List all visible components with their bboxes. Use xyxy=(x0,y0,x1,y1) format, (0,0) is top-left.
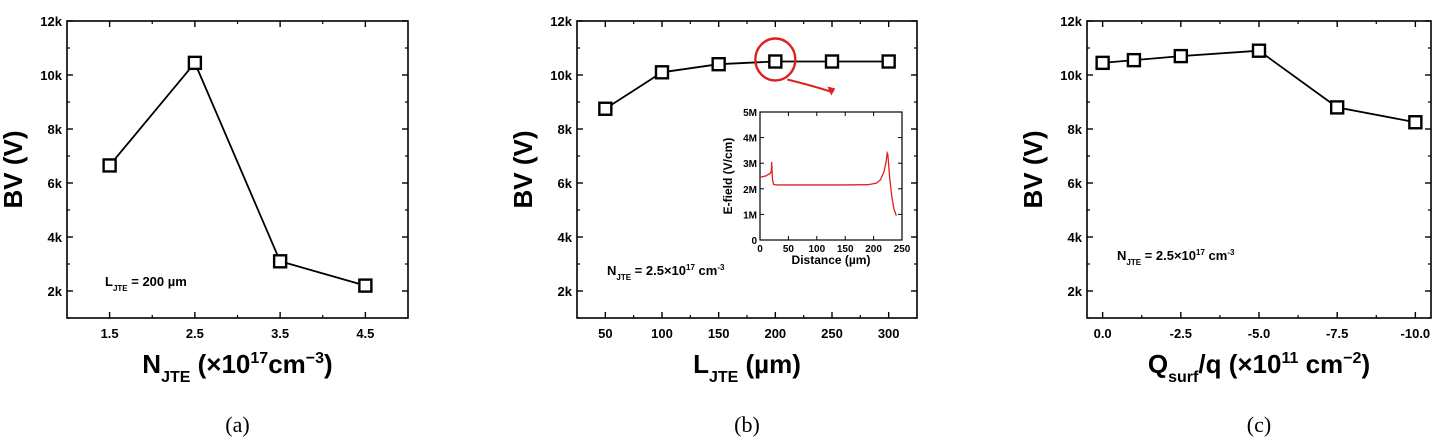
y-axis-label: BV (V) xyxy=(1018,131,1048,209)
x-tick-label: 3.5 xyxy=(271,326,289,341)
x-tick-label: 150 xyxy=(708,326,730,341)
x-tick-label: 50 xyxy=(598,326,612,341)
panel-caption: (a) xyxy=(225,412,249,437)
y-tick-label: 10k xyxy=(550,68,572,83)
y-tick-label: 12k xyxy=(1060,14,1082,29)
x-tick-label: 200 xyxy=(764,326,786,341)
inset-y-tick-label: 0 xyxy=(751,236,757,247)
data-point xyxy=(187,55,203,71)
data-point xyxy=(1095,55,1110,71)
data-point xyxy=(1251,43,1267,58)
data-point xyxy=(358,278,373,293)
y-tick-label: 2k xyxy=(558,284,573,299)
x-tick-label: 300 xyxy=(878,326,900,341)
inset-y-tick-label: 1M xyxy=(743,210,757,221)
y-tick-label: 6k xyxy=(558,176,573,191)
y-tick-label: 8k xyxy=(1068,122,1083,137)
y-axis-label: BV (V) xyxy=(0,131,28,209)
data-point xyxy=(102,158,117,173)
chart-panel-c: 2k 4k 6k 8k 10k 12k 0.0 -2.5 -5.0 -7.5 -10.0 BV (V)… xyxy=(1018,14,1432,437)
x-tick-label: 4.5 xyxy=(356,326,374,341)
x-tick-label: 0.0 xyxy=(1094,326,1112,341)
highlight-arrow xyxy=(787,78,831,93)
y-tick-label: 4k xyxy=(48,230,63,245)
y-tick-label: 6k xyxy=(48,176,63,191)
series-line xyxy=(1102,49,1416,124)
y-tick-label: 8k xyxy=(558,122,573,137)
arrow-head xyxy=(827,86,836,96)
data-point xyxy=(1329,100,1345,115)
inset-chart: 0 1M 2M 3M 4M 5M 0 50 100 150 200 250 Distance (µm) E… xyxy=(721,108,911,267)
y-tick-label: 10k xyxy=(1060,68,1082,83)
panel-caption: (b) xyxy=(734,412,760,437)
data-point xyxy=(654,65,670,80)
x-tick-label: -7.5 xyxy=(1326,326,1348,341)
y-axis-label: BV (V) xyxy=(508,131,538,209)
x-axis-label: NJTE (×1017cm−3) xyxy=(142,349,332,386)
inset-y-tick-label: 3M xyxy=(743,159,757,170)
y-tick-label: 8k xyxy=(48,122,63,137)
chart-panel-a: 2k 4k 6k 8k 10k 12k 1.5 2.5 3.5 4.5 BV (V) NJTE (×1… xyxy=(0,14,409,437)
inset-x-tick-label: 250 xyxy=(894,244,911,255)
data-point xyxy=(1173,48,1189,64)
data-point xyxy=(1408,115,1423,130)
y-tick-label: 12k xyxy=(40,14,62,29)
annotation: LJTE = 200 µm xyxy=(105,274,187,293)
x-tick-label: -10.0 xyxy=(1401,326,1431,341)
inset-series-line xyxy=(759,150,897,216)
data-point xyxy=(881,54,896,69)
inset-y-tick-label: 5M xyxy=(743,108,757,119)
highlight-circle xyxy=(754,37,797,82)
x-axis-label: LJTE (µm) xyxy=(693,349,801,386)
chart-panel-b: 2k 4k 6k 8k 10k 12k 50 100 150 200 250 300 BV (V) LJT… xyxy=(508,14,918,437)
y-tick-label: 4k xyxy=(558,230,573,245)
y-tick-label: 12k xyxy=(550,14,572,29)
data-point xyxy=(768,54,783,69)
y-tick-label: 2k xyxy=(48,284,63,299)
data-point xyxy=(1126,52,1142,68)
inset-x-tick-label: 100 xyxy=(808,244,825,255)
x-tick-label: 250 xyxy=(821,326,843,341)
data-point xyxy=(824,54,840,69)
y-tick-label: 4k xyxy=(1068,230,1083,245)
series-line xyxy=(108,61,366,287)
inset-y-tick-label: 2M xyxy=(743,185,757,196)
inset-x-tick-label: 150 xyxy=(837,244,854,255)
x-tick-label: -2.5 xyxy=(1170,326,1192,341)
x-tick-label: 2.5 xyxy=(186,326,204,341)
x-tick-label: 1.5 xyxy=(101,326,119,341)
inset-y-tick-label: 4M xyxy=(743,134,757,145)
y-tick-label: 10k xyxy=(40,68,62,83)
panel-caption: (c) xyxy=(1247,412,1271,437)
inset-x-axis-label: Distance (µm) xyxy=(792,253,871,267)
y-tick-label: 6k xyxy=(1068,176,1083,191)
inset-x-tick-label: 50 xyxy=(783,244,795,255)
data-point xyxy=(598,101,613,116)
annotation: NJTE = 2.5×1017 cm-3 xyxy=(1117,248,1235,267)
data-point xyxy=(272,254,288,269)
inset-y-axis-label: E-field (V/cm) xyxy=(721,138,735,215)
series-line xyxy=(604,60,889,110)
inset-x-tick-label: 200 xyxy=(865,244,882,255)
annotation: NJTE = 2.5×1017 cm-3 xyxy=(607,263,725,282)
plot-frame xyxy=(66,20,409,319)
inset-frame xyxy=(759,111,903,241)
x-tick-label: -5.0 xyxy=(1248,326,1270,341)
data-point xyxy=(711,57,726,72)
x-tick-label: 100 xyxy=(651,326,673,341)
y-tick-label: 2k xyxy=(1068,284,1083,299)
x-axis-label: Qsurf/q (×1011 cm−2) xyxy=(1148,349,1370,386)
inset-x-tick-label: 0 xyxy=(757,244,763,255)
